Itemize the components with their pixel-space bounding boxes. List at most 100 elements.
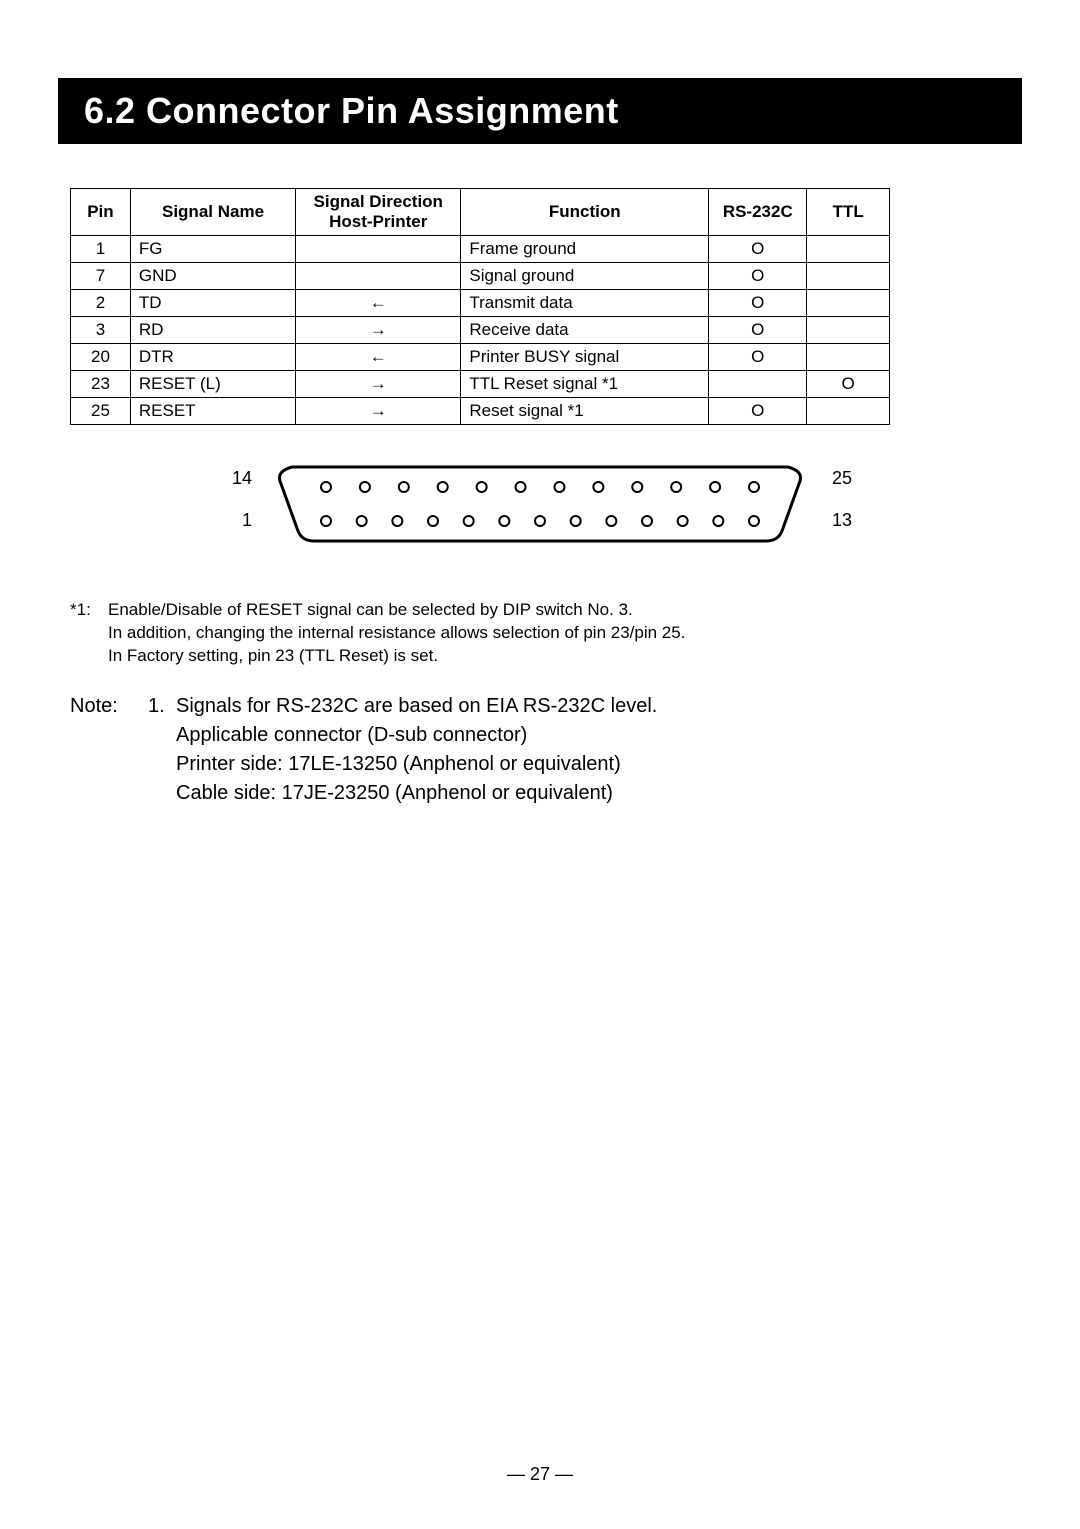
cell-function: Transmit data bbox=[461, 290, 709, 317]
table-row: 3RD→Receive dataO bbox=[71, 317, 890, 344]
cell-direction bbox=[296, 236, 461, 263]
cell-direction: ← bbox=[296, 290, 461, 317]
connector-pin-circle bbox=[642, 516, 652, 526]
cell-rs232c: O bbox=[709, 344, 807, 371]
connector-top-pins bbox=[321, 482, 759, 492]
cell-function: Reset signal *1 bbox=[461, 398, 709, 425]
connector-pin-circle bbox=[499, 516, 509, 526]
cell-ttl bbox=[807, 344, 890, 371]
th-func: Function bbox=[461, 189, 709, 236]
cell-function: Frame ground bbox=[461, 236, 709, 263]
connector-pin-circle bbox=[477, 482, 487, 492]
connector-pin-circle bbox=[357, 516, 367, 526]
connector-pin-circle bbox=[464, 516, 474, 526]
cell-signal-name: TD bbox=[130, 290, 295, 317]
connector-pin-circle bbox=[571, 516, 581, 526]
cell-rs232c bbox=[709, 371, 807, 398]
table-row: 20DTR←Printer BUSY signalO bbox=[71, 344, 890, 371]
table-row: 2TD←Transmit dataO bbox=[71, 290, 890, 317]
page-number: — 27 — bbox=[0, 1464, 1080, 1485]
cell-direction: → bbox=[296, 317, 461, 344]
table-row: 7GND Signal groundO bbox=[71, 263, 890, 290]
connector-pin-circle bbox=[710, 482, 720, 492]
connector-bottom-pins bbox=[321, 516, 759, 526]
cell-function: Printer BUSY signal bbox=[461, 344, 709, 371]
cell-pin: 3 bbox=[71, 317, 131, 344]
cell-ttl bbox=[807, 263, 890, 290]
cell-ttl bbox=[807, 236, 890, 263]
diagram-label-14: 14 bbox=[232, 469, 252, 487]
cell-function: Receive data bbox=[461, 317, 709, 344]
table-row: 1FG Frame groundO bbox=[71, 236, 890, 263]
cell-direction bbox=[296, 263, 461, 290]
page: 6.2 Connector Pin Assignment Pin Signal … bbox=[0, 0, 1080, 1529]
cell-ttl bbox=[807, 290, 890, 317]
footnote-body: Enable/Disable of RESET signal can be se… bbox=[108, 599, 1022, 668]
cell-signal-name: GND bbox=[130, 263, 295, 290]
connector-diagram: 14 1 25 13 bbox=[260, 453, 820, 563]
connector-pin-circle bbox=[535, 516, 545, 526]
cell-rs232c: O bbox=[709, 398, 807, 425]
cell-signal-name: RD bbox=[130, 317, 295, 344]
connector-pin-circle bbox=[632, 482, 642, 492]
connector-pin-circle bbox=[671, 482, 681, 492]
connector-pin-circle bbox=[399, 482, 409, 492]
th-dir-main: Signal Direction bbox=[304, 192, 452, 212]
connector-pin-circle bbox=[428, 516, 438, 526]
footnote-row: *1: Enable/Disable of RESET signal can b… bbox=[70, 599, 1022, 668]
cell-function: TTL Reset signal *1 bbox=[461, 371, 709, 398]
connector-pin-circle bbox=[678, 516, 688, 526]
cell-rs232c: O bbox=[709, 236, 807, 263]
footnotes: *1: Enable/Disable of RESET signal can b… bbox=[70, 599, 1022, 668]
cell-pin: 23 bbox=[71, 371, 131, 398]
note-label: Note: bbox=[70, 692, 148, 808]
connector-pin-circle bbox=[516, 482, 526, 492]
connector-shell-path bbox=[280, 467, 801, 541]
connector-pin-circle bbox=[713, 516, 723, 526]
note-row: Note: 1. Signals for RS-232C are based o… bbox=[70, 692, 1022, 808]
th-name: Signal Name bbox=[130, 189, 295, 236]
cell-direction: → bbox=[296, 371, 461, 398]
pin-table: Pin Signal Name Signal Direction Host-Pr… bbox=[70, 188, 890, 425]
note-block: Note: 1. Signals for RS-232C are based o… bbox=[70, 692, 1022, 808]
table-header-row: Pin Signal Name Signal Direction Host-Pr… bbox=[71, 189, 890, 236]
footnote-key: *1: bbox=[70, 599, 108, 668]
cell-function: Signal ground bbox=[461, 263, 709, 290]
connector-pin-circle bbox=[392, 516, 402, 526]
pin-table-wrap: Pin Signal Name Signal Direction Host-Pr… bbox=[70, 188, 890, 425]
table-row: 23RESET (L)→TTL Reset signal *1O bbox=[71, 371, 890, 398]
th-pin: Pin bbox=[71, 189, 131, 236]
connector-pin-circle bbox=[438, 482, 448, 492]
cell-ttl bbox=[807, 398, 890, 425]
th-rs: RS-232C bbox=[709, 189, 807, 236]
th-dir-sub: Host-Printer bbox=[304, 212, 452, 232]
connector-pin-circle bbox=[593, 482, 603, 492]
section-header: 6.2 Connector Pin Assignment bbox=[58, 78, 1022, 144]
diagram-label-1: 1 bbox=[242, 511, 252, 529]
connector-pin-circle bbox=[749, 516, 759, 526]
cell-ttl: O bbox=[807, 371, 890, 398]
connector-pin-circle bbox=[321, 482, 331, 492]
cell-rs232c: O bbox=[709, 317, 807, 344]
connector-svg bbox=[260, 453, 820, 563]
cell-signal-name: FG bbox=[130, 236, 295, 263]
th-dir: Signal Direction Host-Printer bbox=[296, 189, 461, 236]
cell-direction: ← bbox=[296, 344, 461, 371]
connector-pin-circle bbox=[606, 516, 616, 526]
connector-pin-circle bbox=[749, 482, 759, 492]
cell-rs232c: O bbox=[709, 290, 807, 317]
diagram-label-25: 25 bbox=[832, 469, 852, 487]
cell-signal-name: DTR bbox=[130, 344, 295, 371]
connector-pin-circle bbox=[360, 482, 370, 492]
note-index: 1. bbox=[148, 692, 176, 808]
cell-pin: 7 bbox=[71, 263, 131, 290]
th-ttl: TTL bbox=[807, 189, 890, 236]
connector-pin-circle bbox=[554, 482, 564, 492]
cell-rs232c: O bbox=[709, 263, 807, 290]
diagram-label-13: 13 bbox=[832, 511, 852, 529]
table-row: 25RESET→Reset signal *1O bbox=[71, 398, 890, 425]
cell-signal-name: RESET bbox=[130, 398, 295, 425]
cell-pin: 1 bbox=[71, 236, 131, 263]
cell-pin: 20 bbox=[71, 344, 131, 371]
note-body: Signals for RS-232C are based on EIA RS-… bbox=[176, 692, 1022, 808]
